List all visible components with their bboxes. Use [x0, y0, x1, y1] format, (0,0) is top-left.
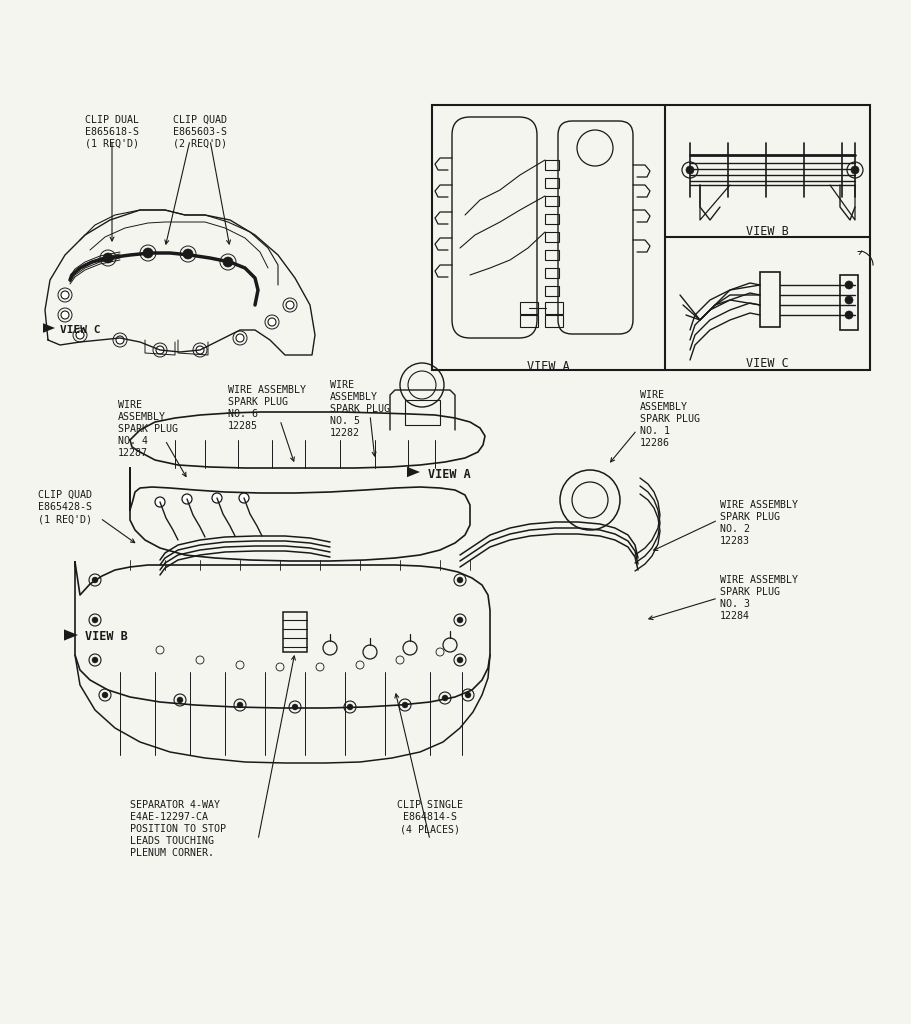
Circle shape — [223, 257, 233, 267]
Text: VIEW A: VIEW A — [527, 360, 569, 373]
Text: VIEW A: VIEW A — [428, 468, 471, 480]
Circle shape — [286, 301, 294, 309]
Circle shape — [182, 494, 192, 504]
Circle shape — [92, 617, 98, 623]
Circle shape — [402, 702, 408, 708]
Circle shape — [851, 166, 859, 174]
Text: VIEW B: VIEW B — [745, 225, 788, 238]
Polygon shape — [43, 324, 55, 333]
Polygon shape — [407, 467, 420, 477]
Circle shape — [155, 497, 165, 507]
Bar — [840, 275, 858, 330]
Text: CLIP SINGLE
E864814-S
(4 PLACES): CLIP SINGLE E864814-S (4 PLACES) — [397, 800, 463, 834]
Circle shape — [196, 346, 204, 354]
Circle shape — [292, 705, 298, 710]
Circle shape — [92, 577, 98, 583]
Circle shape — [156, 346, 164, 354]
Circle shape — [236, 334, 244, 342]
Bar — [545, 160, 559, 170]
Bar — [520, 315, 538, 327]
Text: WIRE
ASSEMBLY
SPARK PLUG
NO. 5
12282: WIRE ASSEMBLY SPARK PLUG NO. 5 12282 — [330, 380, 390, 438]
Text: WIRE ASSEMBLY
SPARK PLUG
NO. 2
12283: WIRE ASSEMBLY SPARK PLUG NO. 2 12283 — [720, 500, 798, 546]
Text: VIEW B: VIEW B — [85, 631, 128, 643]
Text: WIRE
ASSEMBLY
SPARK PLUG
NO. 1
12286: WIRE ASSEMBLY SPARK PLUG NO. 1 12286 — [640, 390, 700, 449]
Bar — [283, 612, 307, 652]
Circle shape — [237, 702, 243, 708]
Bar — [545, 286, 559, 296]
Circle shape — [76, 331, 84, 339]
Circle shape — [457, 577, 463, 583]
Circle shape — [212, 493, 222, 503]
Circle shape — [457, 657, 463, 663]
Text: WIRE
ASSEMBLY
SPARK PLUG
NO. 4
12287: WIRE ASSEMBLY SPARK PLUG NO. 4 12287 — [118, 400, 178, 458]
Text: WIRE ASSEMBLY
SPARK PLUG
NO. 6
12285: WIRE ASSEMBLY SPARK PLUG NO. 6 12285 — [228, 385, 306, 431]
Circle shape — [457, 617, 463, 623]
Text: CLIP QUAD
E865428-S
(1 REQ'D): CLIP QUAD E865428-S (1 REQ'D) — [38, 490, 92, 524]
Text: VIEW C: VIEW C — [60, 325, 100, 335]
Bar — [545, 268, 559, 278]
Bar — [405, 400, 440, 425]
Bar — [545, 214, 559, 224]
Circle shape — [845, 311, 853, 319]
Circle shape — [845, 296, 853, 304]
Bar — [545, 196, 559, 206]
Bar — [545, 302, 563, 314]
Text: VIEW C: VIEW C — [745, 357, 788, 370]
Circle shape — [686, 166, 694, 174]
Polygon shape — [64, 630, 78, 641]
Circle shape — [61, 291, 69, 299]
Bar — [545, 178, 559, 188]
Circle shape — [92, 657, 98, 663]
Bar — [545, 250, 559, 260]
Bar — [432, 105, 870, 370]
Circle shape — [177, 697, 183, 703]
Circle shape — [239, 493, 249, 503]
Text: CLIP QUAD
E865603-S
(2 REQ'D): CLIP QUAD E865603-S (2 REQ'D) — [173, 115, 227, 150]
Bar — [520, 302, 538, 314]
Text: SEPARATOR 4-WAY
E4AE-12297-CA
POSITION TO STOP
LEADS TOUCHING
PLENUM CORNER.: SEPARATOR 4-WAY E4AE-12297-CA POSITION T… — [130, 800, 226, 858]
Circle shape — [143, 248, 153, 258]
Circle shape — [116, 336, 124, 344]
Circle shape — [465, 692, 471, 698]
Circle shape — [347, 705, 353, 710]
Bar — [545, 232, 559, 242]
Text: CLIP DUAL
E865618-S
(1 REQ'D): CLIP DUAL E865618-S (1 REQ'D) — [85, 115, 139, 150]
Circle shape — [845, 281, 853, 289]
Circle shape — [103, 253, 113, 263]
Circle shape — [268, 318, 276, 326]
Circle shape — [183, 249, 193, 259]
Circle shape — [61, 311, 69, 319]
Circle shape — [442, 695, 448, 701]
Circle shape — [102, 692, 108, 698]
Bar — [545, 315, 563, 327]
Text: WIRE ASSEMBLY
SPARK PLUG
NO. 3
12284: WIRE ASSEMBLY SPARK PLUG NO. 3 12284 — [720, 575, 798, 621]
Bar — [760, 272, 780, 327]
